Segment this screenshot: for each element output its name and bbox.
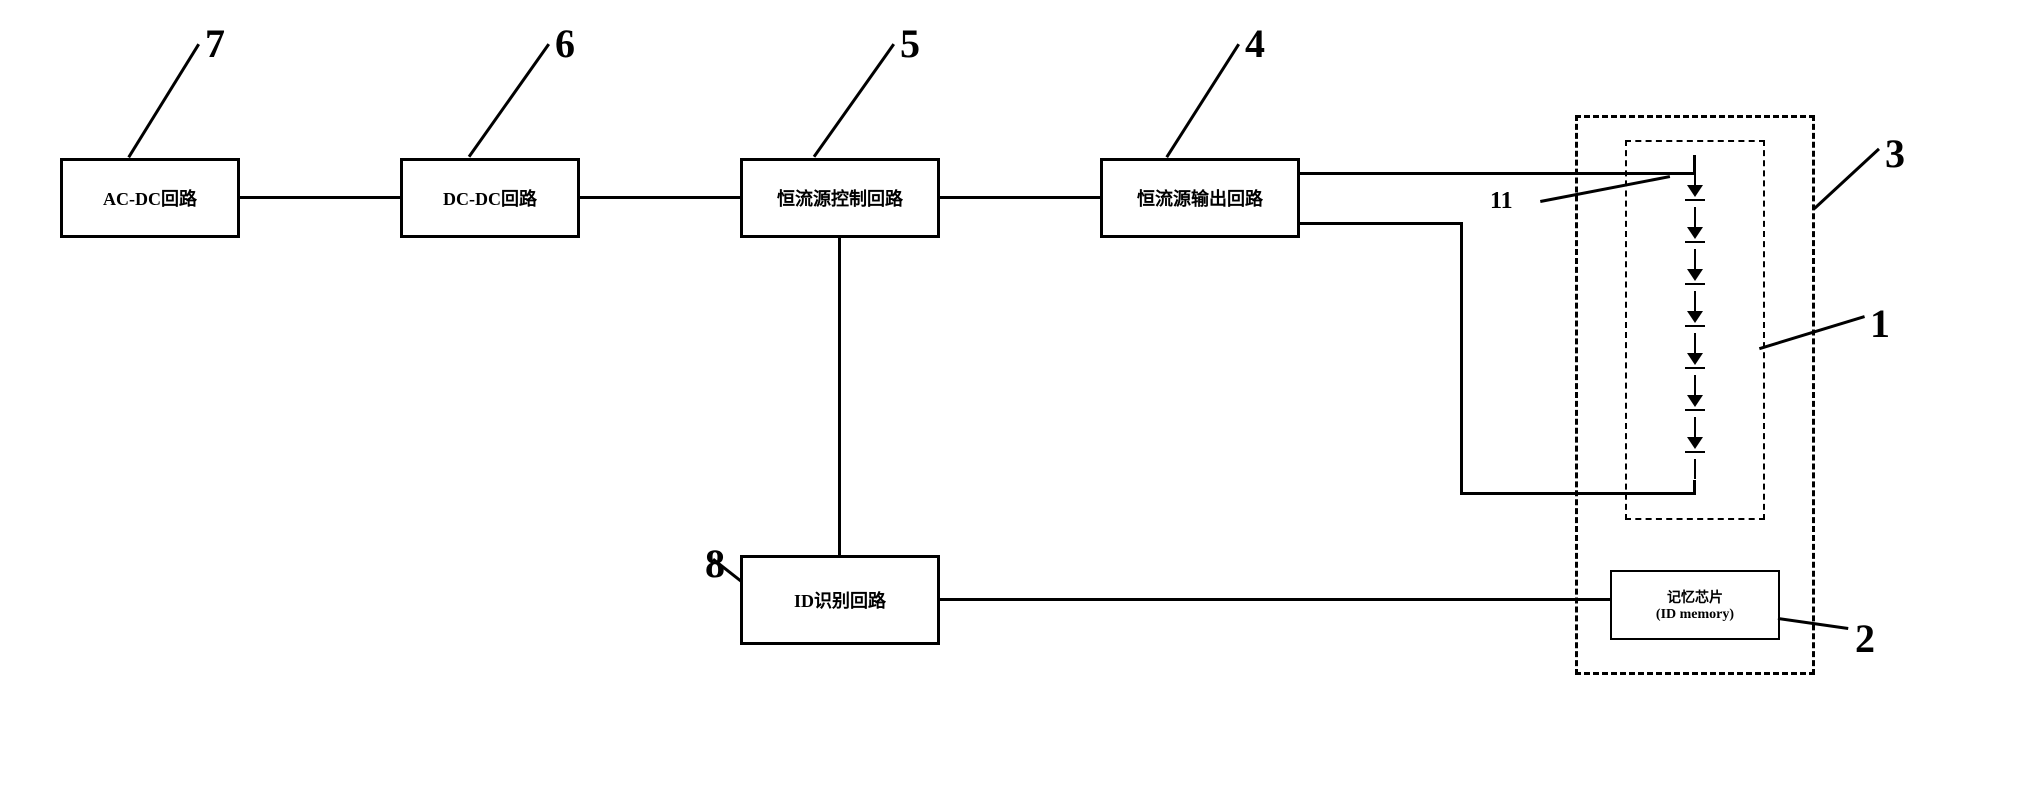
block-id-recognition-label: ID识别回路 bbox=[790, 583, 890, 617]
conn-ccout-led-top bbox=[1300, 172, 1693, 175]
label-5: 5 bbox=[900, 20, 920, 67]
conn-ccctrl-ccout bbox=[940, 196, 1100, 199]
block-cc-output-label: 恒流源输出回路 bbox=[1133, 181, 1267, 215]
label-6: 6 bbox=[555, 20, 575, 67]
conn-idrec-memory bbox=[940, 598, 1610, 601]
circuit-diagram: AC-DC回路 DC-DC回路 恒流源控制回路 恒流源输出回路 ID识别回路 记… bbox=[0, 0, 2038, 786]
leader-5 bbox=[813, 43, 895, 158]
leader-6 bbox=[468, 43, 550, 158]
label-11: 11 bbox=[1490, 188, 1513, 215]
memory-chip-label2: (ID memory) bbox=[1656, 607, 1734, 623]
block-acdc-label: AC-DC回路 bbox=[99, 181, 201, 215]
conn-ccout-led-bot bbox=[1300, 222, 1460, 225]
memory-chip: 记忆芯片 (ID memory) bbox=[1610, 570, 1780, 640]
block-cc-control-label: 恒流源控制回路 bbox=[773, 181, 907, 215]
label-1: 1 bbox=[1870, 300, 1890, 347]
leader-7 bbox=[127, 43, 200, 158]
conn-acdc-dcdc bbox=[240, 196, 400, 199]
block-dcdc-label: DC-DC回路 bbox=[439, 181, 541, 215]
block-cc-control: 恒流源控制回路 bbox=[740, 158, 940, 238]
leader-3 bbox=[1813, 148, 1880, 210]
label-7: 7 bbox=[205, 20, 225, 67]
conn-ccctrl-idrec bbox=[838, 238, 841, 555]
block-id-recognition: ID识别回路 bbox=[740, 555, 940, 645]
memory-chip-label1: 记忆芯片 bbox=[1667, 587, 1723, 607]
conn-ccout-led-bot2 bbox=[1460, 492, 1695, 495]
led-chain bbox=[1685, 165, 1705, 479]
label-3: 3 bbox=[1885, 130, 1905, 177]
label-4: 4 bbox=[1245, 20, 1265, 67]
block-cc-output: 恒流源输出回路 bbox=[1100, 158, 1300, 238]
conn-ccout-led-bot-v1 bbox=[1460, 222, 1463, 495]
conn-dcdc-ccctrl bbox=[580, 196, 740, 199]
label-2: 2 bbox=[1855, 615, 1875, 662]
block-acdc: AC-DC回路 bbox=[60, 158, 240, 238]
block-dcdc: DC-DC回路 bbox=[400, 158, 580, 238]
leader-4 bbox=[1165, 43, 1240, 158]
conn-ccout-led-bot-v2 bbox=[1693, 480, 1696, 495]
